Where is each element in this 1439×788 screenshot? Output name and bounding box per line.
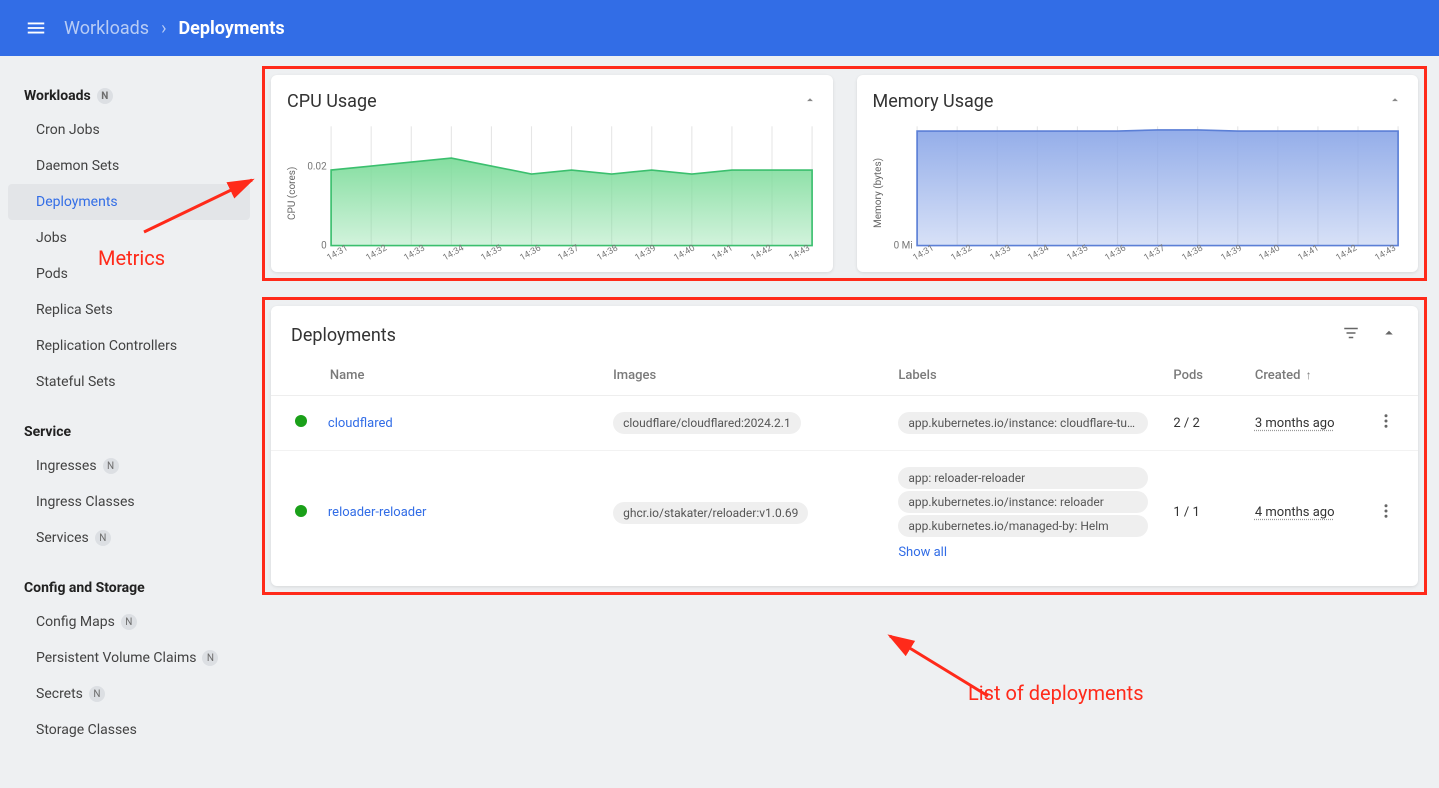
pods-count: 1 / 1 (1165, 451, 1246, 575)
pods-count: 2 / 2 (1165, 396, 1246, 451)
cpu-x-ticks: 14:3114:3214:3314:3414:3514:3614:3714:38… (298, 252, 817, 264)
deployments-highlight-box: Deployments Name Images Labels Pods (262, 297, 1427, 595)
annotation-deployments-label: List of deployments (968, 681, 1144, 705)
sidebar: WorkloadsNCron JobsDaemon SetsDeployment… (0, 56, 258, 788)
memory-chart-title: Memory Usage (873, 91, 1403, 112)
sidebar-item-jobs[interactable]: Jobs (8, 220, 250, 256)
namespace-badge: N (89, 686, 105, 702)
created-time: 4 months ago (1255, 505, 1335, 520)
sidebar-heading[interactable]: Service (8, 416, 250, 448)
sidebar-item-services[interactable]: ServicesN (8, 520, 250, 556)
main-content: Metrics CPU Usage CPU (cores) 00.02 14:3… (258, 56, 1439, 788)
namespace-badge: N (103, 458, 119, 474)
memory-chart: 0 Mi (884, 122, 1403, 252)
cpu-y-axis-label: CPU (cores) (287, 122, 298, 264)
cpu-chart-title: CPU Usage (287, 91, 817, 112)
sidebar-item-deployments[interactable]: Deployments (8, 184, 250, 220)
breadcrumb: Workloads › Deployments (64, 18, 285, 39)
column-created[interactable]: Created ↑ (1247, 356, 1369, 396)
image-chip: cloudflare/cloudflared:2024.2.1 (613, 412, 801, 434)
sidebar-item-stateful-sets[interactable]: Stateful Sets (8, 364, 250, 400)
column-images[interactable]: Images (605, 356, 890, 396)
collapse-icon[interactable] (803, 93, 817, 111)
created-time: 3 months ago (1255, 416, 1335, 431)
sidebar-item-pods[interactable]: Pods (8, 256, 250, 292)
column-pods[interactable]: Pods (1165, 356, 1246, 396)
svg-text:0.02: 0.02 (307, 161, 327, 172)
sidebar-item-ingress-classes[interactable]: Ingress Classes (8, 484, 250, 520)
namespace-badge: N (121, 614, 137, 630)
cpu-chart: 00.02 (298, 122, 817, 252)
cpu-usage-card: CPU Usage CPU (cores) 00.02 14:3114:3214… (271, 75, 833, 272)
sidebar-item-ingresses[interactable]: IngressesN (8, 448, 250, 484)
image-chip: ghcr.io/stakater/reloader:v1.0.69 (613, 502, 808, 524)
status-dot-icon (295, 415, 307, 427)
deployments-table: Name Images Labels Pods Created ↑ cloudf… (271, 356, 1418, 574)
label-chip: app: reloader-reloader (898, 467, 1148, 489)
hamburger-menu-icon[interactable] (16, 8, 56, 48)
label-chip: app.kubernetes.io/managed-by: Helm (898, 515, 1148, 537)
deployment-link[interactable]: cloudflared (328, 416, 393, 431)
breadcrumb-current: Deployments (178, 18, 284, 39)
sidebar-item-storage-classes[interactable]: Storage Classes (8, 712, 250, 748)
sidebar-item-cron-jobs[interactable]: Cron Jobs (8, 112, 250, 148)
more-vert-icon[interactable] (1377, 502, 1395, 520)
collapse-icon[interactable] (1380, 324, 1398, 346)
table-row: cloudflared cloudflare/cloudflared:2024.2… (271, 396, 1418, 451)
sort-arrow-icon: ↑ (1306, 368, 1312, 382)
annotation-arrow-deployments (878, 626, 998, 706)
label-chip: app.kubernetes.io/instance: cloudflare-t… (898, 412, 1148, 434)
chevron-right-icon: › (161, 18, 166, 39)
column-name[interactable]: Name (320, 356, 605, 396)
show-all-link[interactable]: Show all (898, 545, 947, 560)
filter-icon[interactable] (1342, 324, 1360, 346)
label-chip: app.kubernetes.io/instance: reloader (898, 491, 1148, 513)
sidebar-item-config-maps[interactable]: Config MapsN (8, 604, 250, 640)
table-row: reloader-reloader ghcr.io/stakater/reload… (271, 451, 1418, 575)
deployments-card: Deployments Name Images Labels Pods (271, 306, 1418, 586)
namespace-badge: N (97, 88, 113, 104)
memory-usage-card: Memory Usage Memory (bytes) 0 Mi 14:3114… (857, 75, 1419, 272)
sidebar-item-replication-controllers[interactable]: Replication Controllers (8, 328, 250, 364)
memory-x-ticks: 14:3114:3214:3314:3414:3514:3614:3714:38… (884, 252, 1403, 264)
sidebar-item-persistent-volume-claims[interactable]: Persistent Volume ClaimsN (8, 640, 250, 676)
sidebar-heading[interactable]: Config and Storage (8, 572, 250, 604)
sidebar-heading[interactable]: WorkloadsN (8, 80, 250, 112)
namespace-badge: N (202, 650, 218, 666)
sidebar-item-replica-sets[interactable]: Replica Sets (8, 292, 250, 328)
more-vert-icon[interactable] (1377, 412, 1395, 430)
svg-text:0 Mi: 0 Mi (893, 241, 912, 252)
collapse-icon[interactable] (1388, 93, 1402, 111)
top-header: Workloads › Deployments (0, 0, 1439, 56)
namespace-badge: N (95, 530, 111, 546)
sidebar-item-secrets[interactable]: SecretsN (8, 676, 250, 712)
svg-text:0: 0 (321, 241, 327, 252)
status-dot-icon (295, 505, 307, 517)
column-labels[interactable]: Labels (890, 356, 1165, 396)
deployment-link[interactable]: reloader-reloader (328, 505, 427, 520)
memory-y-axis-label: Memory (bytes) (873, 122, 884, 264)
deployments-title: Deployments (291, 325, 1342, 346)
sidebar-item-daemon-sets[interactable]: Daemon Sets (8, 148, 250, 184)
metrics-highlight-box: CPU Usage CPU (cores) 00.02 14:3114:3214… (262, 66, 1427, 281)
breadcrumb-root[interactable]: Workloads (64, 18, 149, 39)
